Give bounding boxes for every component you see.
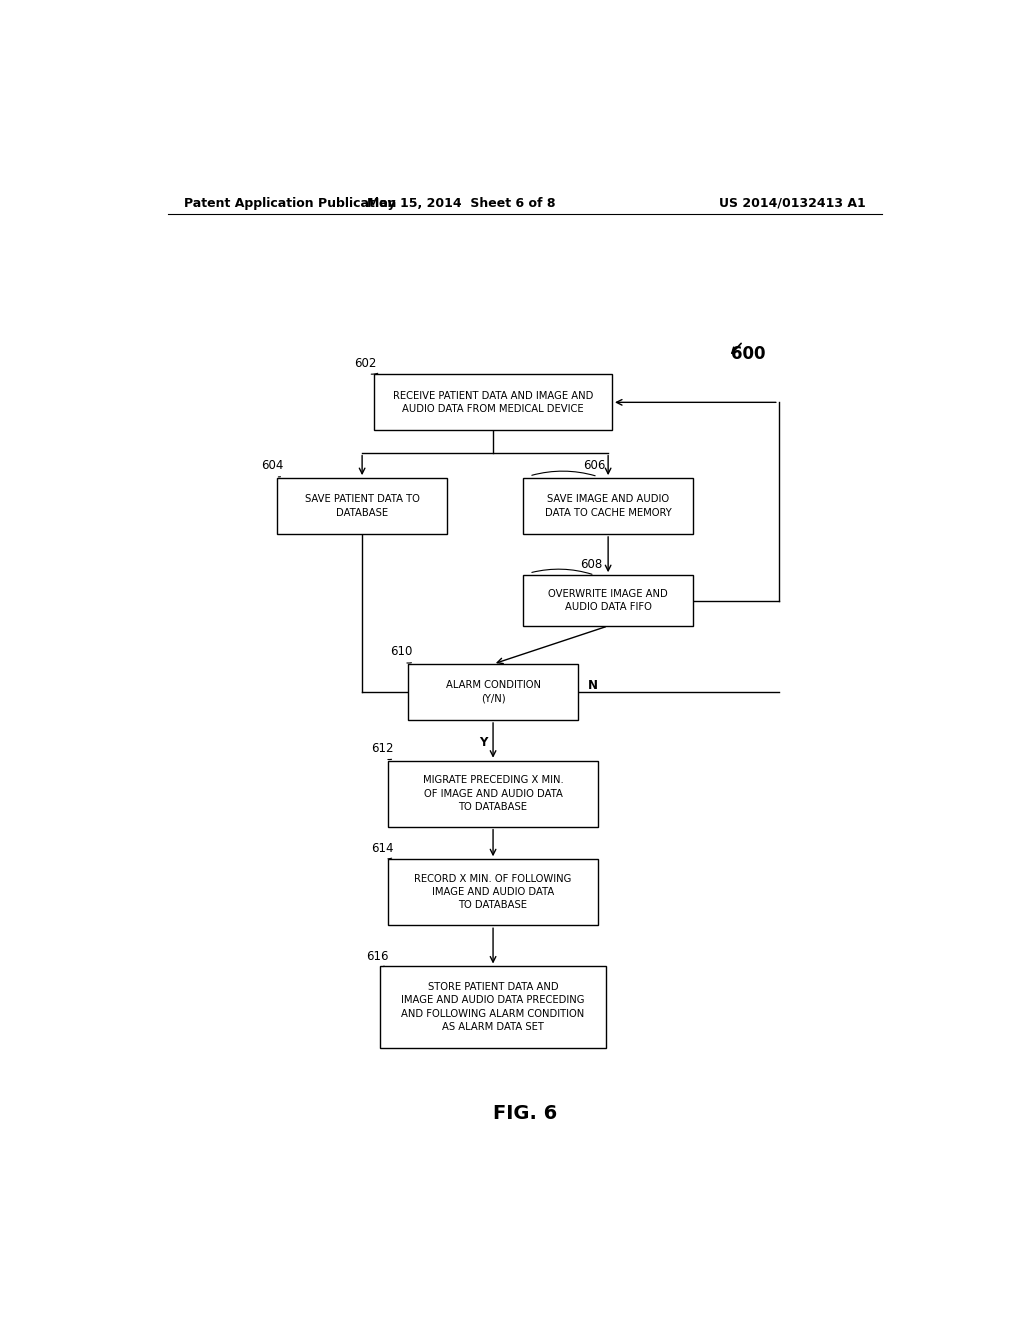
FancyBboxPatch shape — [380, 966, 606, 1048]
FancyBboxPatch shape — [276, 478, 447, 535]
Text: 608: 608 — [581, 558, 602, 572]
Text: 614: 614 — [371, 842, 393, 854]
Text: FIG. 6: FIG. 6 — [493, 1105, 557, 1123]
Text: 612: 612 — [371, 742, 393, 755]
Text: N: N — [588, 680, 598, 693]
FancyBboxPatch shape — [523, 576, 693, 626]
FancyBboxPatch shape — [374, 375, 612, 430]
FancyBboxPatch shape — [388, 859, 598, 925]
Text: Y: Y — [479, 737, 487, 750]
FancyBboxPatch shape — [408, 664, 579, 719]
Text: 602: 602 — [354, 356, 377, 370]
FancyBboxPatch shape — [388, 760, 598, 826]
Text: Patent Application Publication: Patent Application Publication — [183, 197, 396, 210]
Text: 616: 616 — [367, 950, 388, 964]
Text: 606: 606 — [584, 459, 606, 473]
Text: SAVE PATIENT DATA TO
DATABASE: SAVE PATIENT DATA TO DATABASE — [305, 495, 420, 517]
Text: OVERWRITE IMAGE AND
AUDIO DATA FIFO: OVERWRITE IMAGE AND AUDIO DATA FIFO — [548, 589, 668, 612]
Text: 604: 604 — [261, 459, 284, 473]
Text: RECORD X MIN. OF FOLLOWING
IMAGE AND AUDIO DATA
TO DATABASE: RECORD X MIN. OF FOLLOWING IMAGE AND AUD… — [415, 874, 571, 911]
Text: STORE PATIENT DATA AND
IMAGE AND AUDIO DATA PRECEDING
AND FOLLOWING ALARM CONDIT: STORE PATIENT DATA AND IMAGE AND AUDIO D… — [401, 982, 585, 1032]
Text: May 15, 2014  Sheet 6 of 8: May 15, 2014 Sheet 6 of 8 — [367, 197, 556, 210]
Text: RECEIVE PATIENT DATA AND IMAGE AND
AUDIO DATA FROM MEDICAL DEVICE: RECEIVE PATIENT DATA AND IMAGE AND AUDIO… — [393, 391, 593, 414]
Text: 600: 600 — [731, 345, 766, 363]
Text: MIGRATE PRECEDING X MIN.
OF IMAGE AND AUDIO DATA
TO DATABASE: MIGRATE PRECEDING X MIN. OF IMAGE AND AU… — [423, 775, 563, 812]
Text: ALARM CONDITION
(Y/N): ALARM CONDITION (Y/N) — [445, 680, 541, 704]
Text: US 2014/0132413 A1: US 2014/0132413 A1 — [719, 197, 866, 210]
FancyBboxPatch shape — [523, 478, 693, 535]
Text: 610: 610 — [390, 645, 413, 659]
Text: SAVE IMAGE AND AUDIO
DATA TO CACHE MEMORY: SAVE IMAGE AND AUDIO DATA TO CACHE MEMOR… — [545, 495, 672, 517]
